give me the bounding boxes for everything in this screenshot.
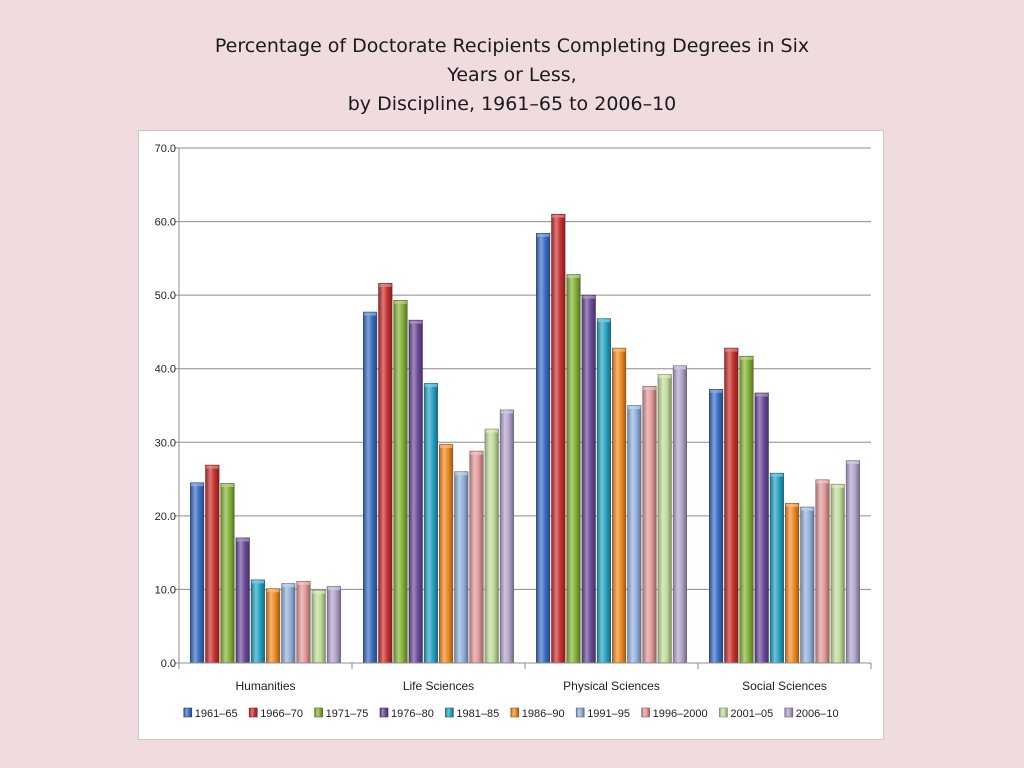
bar (296, 581, 311, 664)
chart-title-line-2: Years or Less, (447, 64, 577, 86)
chart-area: 0.0 10.0 20.0 30.0 40.0 50.0 60.0 70.0 Humanitie… (138, 130, 884, 740)
x-category-label: Social Sciences (742, 679, 827, 693)
legend-label: 1996–2000 (653, 708, 708, 720)
bar (454, 471, 469, 664)
bar (378, 283, 393, 664)
bar (363, 311, 378, 664)
legend-swatch (510, 707, 520, 718)
y-tick-label: 30.0 (155, 437, 176, 449)
bar (439, 444, 454, 664)
chart-title-line-3: by Discipline, 1961–65 to 2006–10 (347, 93, 677, 115)
legend-label: 1986–90 (522, 708, 565, 720)
legend-swatch (248, 707, 258, 718)
legend-swatch (314, 707, 323, 718)
bar (657, 374, 672, 664)
x-category-label: Life Sciences (403, 679, 474, 693)
bar (612, 347, 627, 664)
y-tick-label: 20.0 (155, 511, 176, 523)
bar (281, 583, 296, 664)
bar (220, 483, 235, 664)
legend-label: 1971–75 (326, 708, 369, 720)
y-tick-label: 70.0 (155, 143, 176, 155)
y-tick-label: 60.0 (155, 217, 176, 229)
chart-title: Percentage of Doctorate Recipients Compl… (0, 32, 1024, 119)
legend-swatch (719, 707, 728, 718)
legend-swatch (183, 707, 193, 718)
bar-chart: 0.0 10.0 20.0 30.0 40.0 50.0 60.0 70.0 Humanitie… (155, 143, 872, 720)
x-category-label: Physical Sciences (563, 679, 660, 693)
bar (845, 460, 860, 664)
legend-label: 2001–05 (730, 708, 773, 720)
legend-label: 1981–85 (456, 708, 499, 720)
bar (566, 274, 581, 664)
bar (785, 503, 800, 664)
legend-swatch (784, 707, 794, 718)
legend-swatch (379, 707, 389, 718)
legend-label: 2006–10 (796, 708, 839, 720)
y-tick-label: 40.0 (155, 364, 176, 376)
bar (581, 294, 596, 664)
bar (499, 409, 514, 664)
bar (326, 586, 341, 664)
bar (536, 233, 551, 664)
y-tick-label: 50.0 (155, 290, 176, 302)
legend-swatch (641, 707, 650, 718)
bar (423, 383, 438, 664)
bar (266, 588, 281, 664)
bar (551, 213, 566, 664)
bar (235, 537, 250, 664)
bar (469, 450, 484, 664)
bar (484, 428, 499, 664)
bar (627, 405, 642, 664)
y-tick-label: 10.0 (155, 584, 176, 596)
legend-label: 1976–80 (391, 708, 434, 720)
bar (596, 318, 611, 664)
bar (800, 506, 815, 664)
bar (769, 472, 784, 664)
bar (672, 365, 687, 664)
bar (739, 355, 754, 664)
y-tick-label: 0.0 (161, 658, 176, 670)
bar (724, 347, 739, 664)
bar (815, 479, 830, 664)
legend-label: 1961–65 (195, 708, 238, 720)
bar (754, 392, 769, 664)
bar (408, 319, 423, 664)
legend-label: 1991–95 (587, 708, 630, 720)
bar (393, 299, 408, 664)
bar (311, 589, 326, 664)
chart-title-line-1: Percentage of Doctorate Recipients Compl… (214, 35, 810, 57)
x-category-label: Humanities (235, 679, 295, 693)
bar (205, 464, 220, 664)
legend-label: 1966–70 (260, 708, 303, 720)
bar (190, 482, 205, 664)
bar (642, 386, 657, 664)
legend-swatch (445, 707, 454, 718)
bar (709, 389, 724, 664)
bar (830, 483, 845, 664)
legend-swatch (575, 707, 585, 718)
bar (250, 579, 265, 664)
